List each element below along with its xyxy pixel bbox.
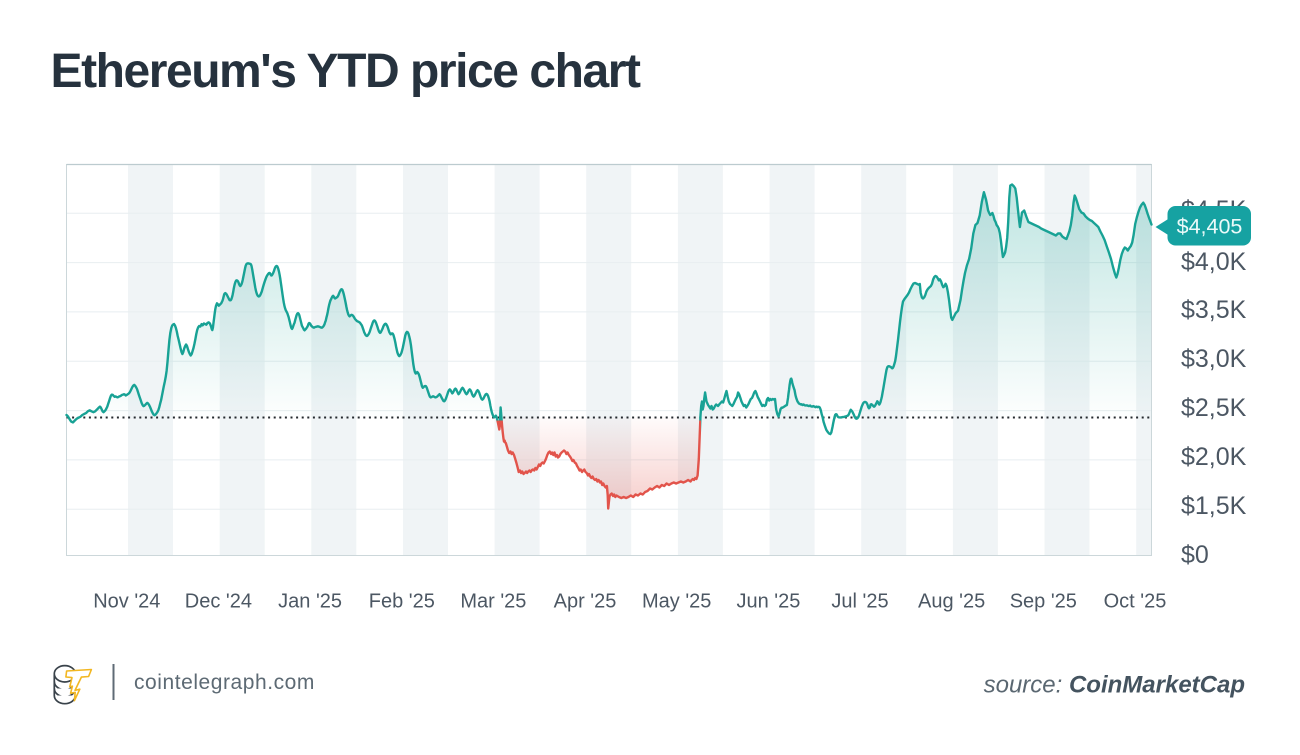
svg-text:Feb '25: Feb '25 (369, 591, 435, 613)
svg-text:Aug '25: Aug '25 (918, 591, 985, 613)
svg-text:Nov '24: Nov '24 (93, 591, 160, 613)
svg-text:source: CoinMarketCap: source: CoinMarketCap (984, 672, 1245, 699)
svg-text:Oct '25: Oct '25 (1104, 591, 1167, 613)
svg-text:cointelegraph.com: cointelegraph.com (134, 671, 315, 694)
svg-text:$2,0K: $2,0K (1181, 443, 1247, 471)
svg-text:Dec '24: Dec '24 (185, 591, 252, 613)
svg-text:Jun '25: Jun '25 (736, 591, 800, 613)
svg-text:$0: $0 (1181, 541, 1209, 569)
svg-text:$3,5K: $3,5K (1181, 296, 1247, 324)
svg-text:Apr '25: Apr '25 (554, 591, 617, 613)
svg-text:$4,405: $4,405 (1177, 215, 1243, 239)
svg-text:Jan '25: Jan '25 (278, 591, 342, 613)
svg-text:$2,5K: $2,5K (1181, 394, 1247, 422)
svg-text:Ethereum's YTD price chart: Ethereum's YTD price chart (51, 45, 642, 98)
svg-text:May '25: May '25 (642, 591, 711, 613)
svg-text:$3,0K: $3,0K (1181, 345, 1247, 373)
svg-text:Mar '25: Mar '25 (460, 591, 526, 613)
svg-text:Jul '25: Jul '25 (831, 591, 888, 613)
svg-text:$1,5K: $1,5K (1181, 492, 1247, 520)
svg-text:$4,0K: $4,0K (1181, 248, 1247, 276)
svg-text:Sep '25: Sep '25 (1010, 591, 1077, 613)
